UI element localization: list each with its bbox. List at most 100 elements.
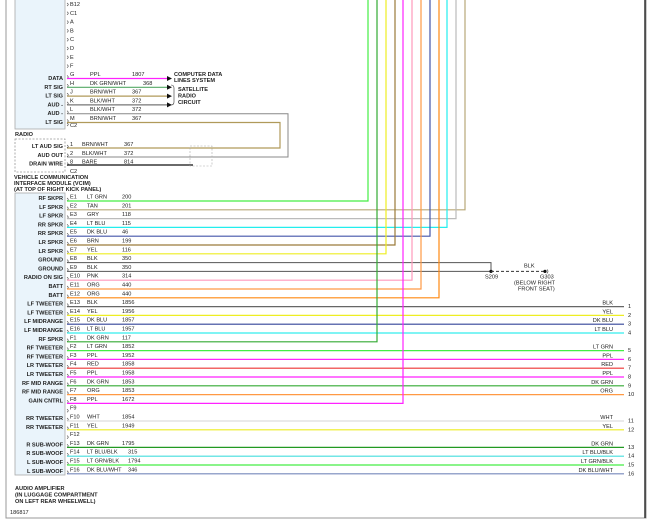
vcim-connector-c2: C2 xyxy=(70,169,77,175)
wire-color-label: PPL xyxy=(90,72,101,78)
radio-pin-B12: B12 xyxy=(70,2,80,8)
circuit-number: 368 xyxy=(143,81,152,87)
amp-func-label: LF SPKR xyxy=(39,205,63,211)
amp-func-label: RR TWEETER xyxy=(26,425,63,431)
arrow-icon xyxy=(167,93,172,99)
radio-func-label: AUD - xyxy=(47,111,63,117)
vcim-pin-2: 2 xyxy=(70,151,73,157)
diagram-frame xyxy=(5,0,647,519)
amp-func-label: RR SPKR xyxy=(38,231,63,237)
circuit-number: 367 xyxy=(132,90,141,96)
amp-pin-F11: F11 xyxy=(70,423,79,429)
radio-connector-c2: C2 xyxy=(70,123,77,129)
speaker-terminal-11: 11 xyxy=(628,419,634,425)
dest-satellite-radio: RADIO xyxy=(178,94,197,100)
vcim-pin-1: 1 xyxy=(70,142,73,148)
amp-wire-F1 xyxy=(67,0,378,343)
speaker-terminal-5: 5 xyxy=(628,348,631,354)
wire-color-label: LT BLU xyxy=(87,221,105,227)
pin-contact xyxy=(66,37,69,42)
amp-func-label: LF MIDRANGE xyxy=(24,319,63,325)
speaker-wire-color: DK BLU xyxy=(593,318,613,324)
radio-pin-C1: C1 xyxy=(70,11,77,17)
wire-color-label: DK GRN xyxy=(87,441,109,447)
wire-color-label: PPL xyxy=(87,353,98,359)
speaker-terminal-8: 8 xyxy=(628,375,631,381)
amp-func-label: R SUB-WOOF xyxy=(26,451,63,457)
wire-color-label: DK BLU/WHT xyxy=(87,467,122,473)
speaker-wire-color: DK BLU/WHT xyxy=(579,468,614,474)
pin-contact xyxy=(66,144,69,149)
amp-pin-E14: E14 xyxy=(70,309,80,315)
wire-color-label: YEL xyxy=(87,247,98,253)
amplifier-title: ON LEFT REAR WHEELWELL) xyxy=(15,499,96,505)
amp-pin-E3: E3 xyxy=(70,212,77,218)
amp-wire-E4 xyxy=(67,0,448,228)
circuit-number: 1857 xyxy=(122,318,134,324)
amp-pin-E16: E16 xyxy=(70,327,80,333)
amp-pin-E10: E10 xyxy=(70,274,80,280)
vcim-title: (AT TOP OF RIGHT KICK PANEL) xyxy=(14,187,101,193)
wire-color-label: PNK xyxy=(87,274,99,280)
amp-func-label: BATT xyxy=(49,293,64,299)
circuit-number: 1795 xyxy=(122,441,134,447)
radio-box xyxy=(14,0,66,130)
speaker-terminal-14: 14 xyxy=(628,454,634,460)
amp-func-label: LF TWEETER xyxy=(27,310,63,316)
amp-pin-F1: F1 xyxy=(70,335,77,341)
amp-wire-E10 xyxy=(67,0,413,281)
radio-pin-J: J xyxy=(70,90,73,96)
pin-contact xyxy=(66,46,69,51)
amp-pin-F13: F13 xyxy=(70,441,80,447)
amp-func-label: GROUND xyxy=(38,258,63,264)
amp-wire-E5 xyxy=(67,0,431,237)
speaker-wire-color: LT GRN xyxy=(593,345,613,351)
speaker-wire-color: LT GRN/BLK xyxy=(581,459,613,465)
wire-color-label: BRN/WHT xyxy=(90,90,117,96)
amp-func-label: RADIO ON SIG xyxy=(24,275,63,281)
wire-color-label: ORG xyxy=(87,283,100,289)
circuit-number: 1858 xyxy=(122,362,134,368)
dest-computer-data: COMPUTER DATA xyxy=(174,72,222,78)
amp-pin-E12: E12 xyxy=(70,291,80,297)
speaker-terminal-6: 6 xyxy=(628,357,631,363)
speaker-terminal-10: 10 xyxy=(628,392,634,398)
wire-color-label: DK GRN xyxy=(87,379,109,385)
amp-wire-E1 xyxy=(67,0,369,202)
vcim-func-label: AUD OUT xyxy=(38,153,64,159)
vcim-pin-8: 8 xyxy=(70,160,73,166)
amp-func-label: LR TWEETER xyxy=(27,372,63,378)
speaker-wire-color: RED xyxy=(601,362,613,368)
vcim-box xyxy=(14,138,66,173)
speaker-wire-color: DK GRN xyxy=(591,380,613,386)
speaker-terminal-1: 1 xyxy=(628,304,631,310)
radio-pin-L: L xyxy=(70,107,73,113)
circuit-number: 1807 xyxy=(132,72,144,78)
arrow-icon xyxy=(167,84,172,90)
radio-pin-D: D xyxy=(70,46,74,52)
circuit-number: 367 xyxy=(124,142,133,148)
amp-func-label: RF MID RANGE xyxy=(22,381,63,387)
circuit-number: 346 xyxy=(128,467,137,473)
amp-func-label: RF MID RANGE xyxy=(22,390,63,396)
speaker-wire-color: PPL xyxy=(602,371,613,377)
speaker-wire-color: WHT xyxy=(600,415,613,421)
amp-pin-F5: F5 xyxy=(70,371,77,377)
amp-func-label: L SUB-WOOF xyxy=(27,469,64,475)
radio-wire-M xyxy=(67,121,281,149)
radio-pin-H: H xyxy=(70,81,74,87)
pin-contact xyxy=(66,408,69,413)
ground-location: (BELOW RIGHT xyxy=(514,280,556,286)
vcim-title: VEHICLE COMMUNICATION xyxy=(14,175,88,181)
speaker-wire-color: LT BLU xyxy=(595,327,613,333)
dest-computer-data: LINES SYSTEM xyxy=(174,78,215,84)
amplifier-title: AUDIO AMPLIFIER xyxy=(15,486,65,492)
circuit-number: 1949 xyxy=(122,423,134,429)
circuit-number: 350 xyxy=(122,265,131,271)
circuit-number: 1794 xyxy=(128,459,140,465)
vcim-func-label: LT AUD SIG xyxy=(32,144,63,150)
circuit-number: 315 xyxy=(128,450,137,456)
amp-pin-E15: E15 xyxy=(70,318,80,324)
speaker-wire-color: ORG xyxy=(600,389,613,395)
